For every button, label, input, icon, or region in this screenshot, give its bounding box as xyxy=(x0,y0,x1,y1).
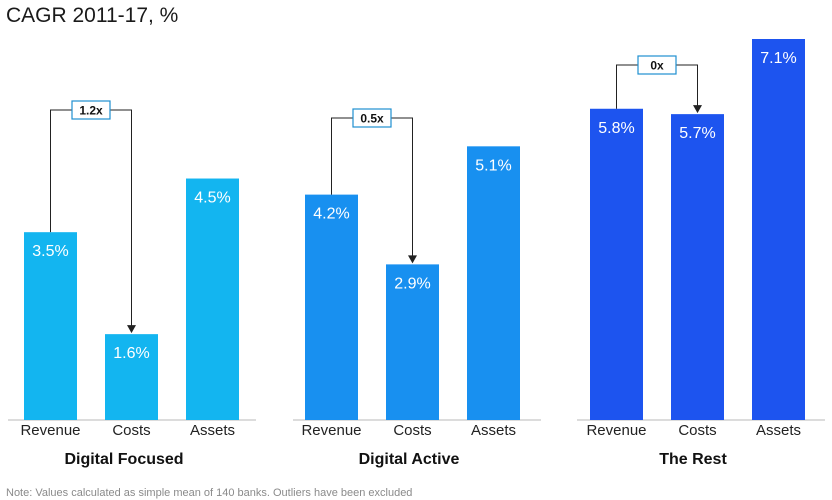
ratio-label-2: 0x xyxy=(650,59,664,73)
bar-1-1 xyxy=(386,264,439,420)
bar-0-1 xyxy=(105,334,158,420)
bar-1-2 xyxy=(467,146,520,420)
bar-2-1 xyxy=(671,114,724,420)
ratio-label-0: 1.2x xyxy=(79,104,103,118)
arrow-icon-1 xyxy=(408,255,417,264)
bar-2-2 xyxy=(752,39,805,420)
bar-value-label-0-0: 3.5% xyxy=(32,243,68,260)
category-label-0-1: Costs xyxy=(112,422,150,439)
category-label-1-0: Revenue xyxy=(301,422,361,439)
arrow-icon-2 xyxy=(693,105,702,114)
bar-value-label-1-0: 4.2% xyxy=(313,206,349,223)
category-label-0-2: Assets xyxy=(190,422,235,439)
bar-value-label-0-1: 1.6% xyxy=(113,345,149,362)
category-label-2-0: Revenue xyxy=(586,422,646,439)
bar-value-label-2-0: 5.8% xyxy=(598,120,634,137)
bar-2-0 xyxy=(590,108,643,421)
bar-value-label-1-1: 2.9% xyxy=(394,275,430,292)
bar-0-0 xyxy=(24,232,77,420)
category-label-2-1: Costs xyxy=(678,422,716,439)
bar-0-2 xyxy=(186,178,239,420)
ratio-box-0 xyxy=(71,100,111,120)
bar-value-label-1-2: 5.1% xyxy=(475,157,511,174)
category-label-2-2: Assets xyxy=(756,422,801,439)
ratio-box-1 xyxy=(352,108,392,128)
footnote: Note: Values calculated as simple mean o… xyxy=(6,487,413,499)
group-label-0: Digital Focused xyxy=(64,451,183,468)
bar-1-0 xyxy=(305,194,358,420)
ratio-label-1: 0.5x xyxy=(360,112,384,126)
arrow-icon-0 xyxy=(127,325,136,334)
category-label-1-1: Costs xyxy=(393,422,431,439)
category-label-0-0: Revenue xyxy=(20,422,80,439)
group-label-2: The Rest xyxy=(659,451,727,468)
category-label-1-2: Assets xyxy=(471,422,516,439)
bar-value-label-2-1: 5.7% xyxy=(679,125,715,142)
bar-value-label-2-2: 7.1% xyxy=(760,50,796,67)
chart-title: CAGR 2011-17, % xyxy=(6,4,179,27)
bar-value-label-0-2: 4.5% xyxy=(194,190,230,207)
ratio-box-2 xyxy=(637,55,677,75)
group-label-1: Digital Active xyxy=(359,451,460,468)
